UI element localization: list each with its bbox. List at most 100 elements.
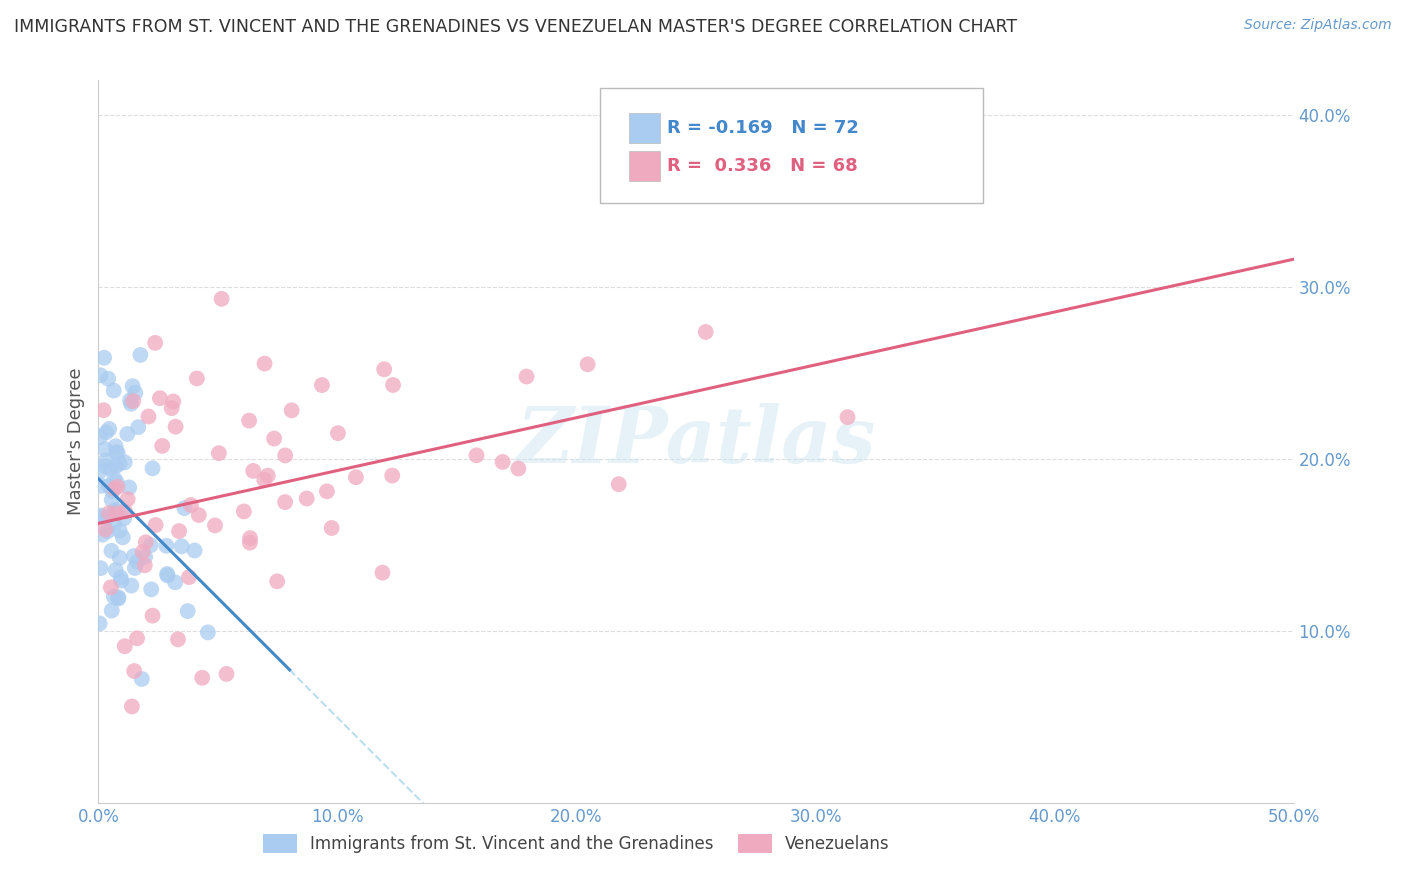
Point <box>381 468 404 483</box>
Point <box>170 539 193 553</box>
Point <box>141 608 163 623</box>
Point <box>177 570 200 584</box>
Text: IMMIGRANTS FROM ST. VINCENT AND THE GRENADINES VS VENEZUELAN MASTER'S DEGREE COR: IMMIGRANTS FROM ST. VINCENT AND THE GREN… <box>14 18 1017 36</box>
Point <box>100 543 122 558</box>
Point <box>167 524 190 538</box>
Point <box>160 401 183 416</box>
Point <box>125 632 148 646</box>
Text: R =  0.336   N = 68: R = 0.336 N = 68 <box>668 157 858 175</box>
Point <box>311 378 333 392</box>
Point <box>94 523 117 537</box>
Point <box>108 550 131 565</box>
Point <box>89 465 111 479</box>
Point <box>127 420 149 434</box>
Point <box>576 357 599 371</box>
Point <box>139 538 162 552</box>
Point <box>107 591 129 605</box>
Point <box>94 442 117 457</box>
Text: R = -0.169   N = 72: R = -0.169 N = 72 <box>668 119 859 137</box>
Point <box>134 549 156 564</box>
Point <box>117 492 139 507</box>
Point <box>121 379 143 393</box>
Point <box>187 508 209 522</box>
Point <box>274 449 297 463</box>
Point <box>91 527 114 541</box>
Point <box>316 484 339 499</box>
Point <box>256 468 278 483</box>
Point <box>150 439 173 453</box>
Point <box>120 397 142 411</box>
Point <box>105 507 128 521</box>
Point <box>141 461 163 475</box>
Point <box>253 473 276 487</box>
Point <box>94 453 117 467</box>
Point <box>101 483 124 498</box>
Point <box>112 511 135 525</box>
Point <box>607 477 630 491</box>
Point <box>491 455 513 469</box>
Point <box>107 591 129 606</box>
Point <box>114 504 136 518</box>
Point <box>89 430 111 444</box>
Point <box>180 498 202 512</box>
Point <box>239 535 262 549</box>
Point <box>91 510 114 524</box>
Point <box>134 558 156 573</box>
Point <box>129 348 152 362</box>
Y-axis label: Master's Degree: Master's Degree <box>66 368 84 516</box>
Point <box>143 335 166 350</box>
Point <box>344 470 367 484</box>
Point <box>280 403 302 417</box>
Point <box>242 464 264 478</box>
Point <box>135 535 157 549</box>
Point <box>120 393 142 408</box>
Point <box>103 590 125 604</box>
Point <box>122 549 145 563</box>
FancyBboxPatch shape <box>628 151 661 181</box>
Point <box>100 604 122 618</box>
Point <box>105 458 128 473</box>
Point <box>93 351 115 365</box>
Point <box>162 394 184 409</box>
Point <box>165 419 187 434</box>
Point <box>508 461 530 475</box>
Point <box>103 516 125 531</box>
Point <box>155 539 177 553</box>
Point <box>89 368 111 383</box>
Point <box>110 574 132 588</box>
Point <box>138 409 160 424</box>
Point <box>141 582 163 597</box>
Point <box>373 362 395 376</box>
Point <box>107 446 129 460</box>
Point <box>94 459 117 474</box>
Point <box>105 503 128 517</box>
Point <box>191 671 214 685</box>
Point <box>165 575 187 590</box>
Point <box>90 561 112 575</box>
Point <box>93 403 115 417</box>
Point <box>131 672 153 686</box>
Point <box>121 699 143 714</box>
Point <box>132 545 155 559</box>
Point <box>110 570 132 584</box>
Point <box>118 480 141 494</box>
Point <box>114 455 136 469</box>
Point <box>326 426 349 441</box>
Point <box>465 448 488 462</box>
Point <box>104 563 127 577</box>
Point <box>108 524 131 538</box>
Point <box>515 369 537 384</box>
Point <box>103 482 125 496</box>
Point <box>90 508 112 523</box>
FancyBboxPatch shape <box>600 87 983 203</box>
Point <box>100 580 122 594</box>
Point <box>108 457 131 471</box>
FancyBboxPatch shape <box>628 112 661 143</box>
Point <box>104 439 127 453</box>
Point <box>98 479 121 493</box>
Point <box>96 510 118 524</box>
Text: Source: ZipAtlas.com: Source: ZipAtlas.com <box>1244 18 1392 32</box>
Point <box>156 566 179 581</box>
Point <box>97 372 120 386</box>
Point <box>149 391 172 405</box>
